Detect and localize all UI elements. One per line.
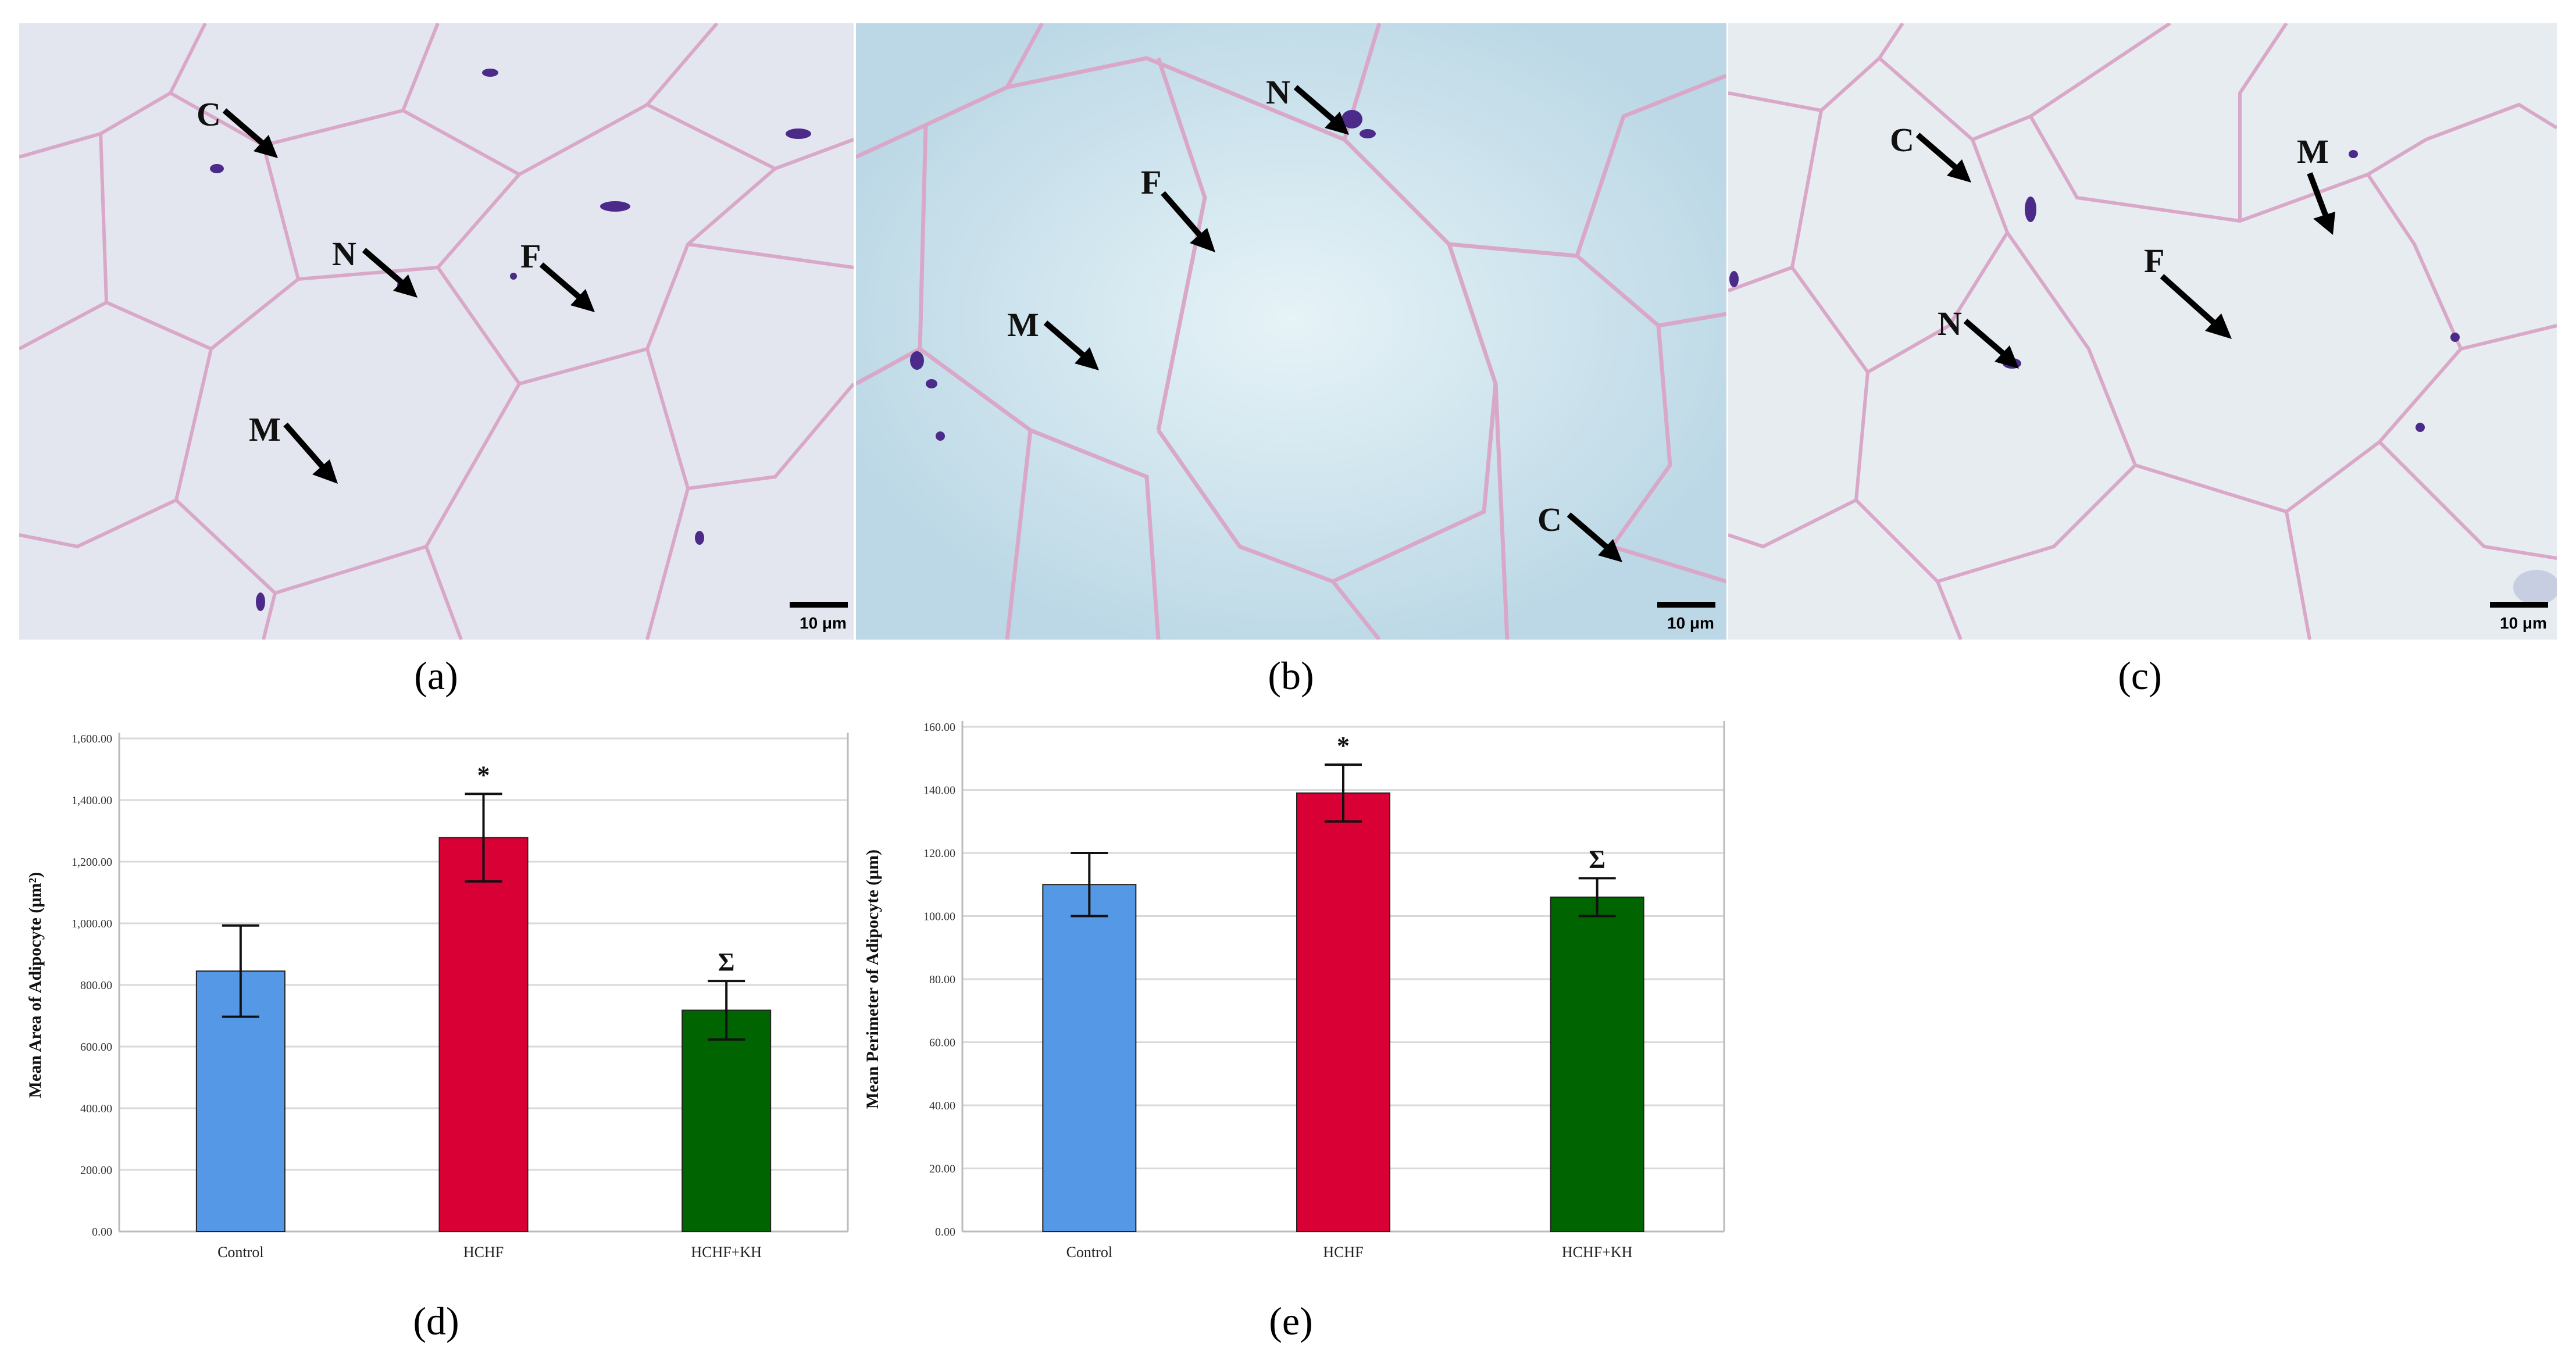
arrow-icon bbox=[1963, 319, 2019, 369]
label-F-b: F bbox=[1141, 163, 1162, 201]
y-tick-label: 600.00 bbox=[80, 1041, 112, 1054]
label-M-a: M bbox=[249, 411, 281, 448]
chart-d: 0.00 200.00 400.00 600.00 800.00 1,000.00 1,20… bbox=[23, 657, 861, 1268]
scale-bar bbox=[2490, 602, 2548, 608]
x-tick-label: Control bbox=[217, 1244, 263, 1261]
y-tick-label: 120.00 bbox=[923, 847, 955, 860]
y-tick-label: 1,200.00 bbox=[72, 856, 112, 869]
caption-a: (a) bbox=[414, 654, 458, 698]
micrograph-c: C M F N 10 μm bbox=[1728, 23, 2557, 640]
significance-marker: * bbox=[1337, 731, 1350, 760]
y-tick-label: 800.00 bbox=[80, 979, 112, 992]
scale-bar bbox=[1657, 602, 1715, 608]
bar bbox=[682, 1009, 772, 1233]
significance-marker: * bbox=[477, 761, 490, 789]
caption-d: (d) bbox=[413, 1299, 459, 1343]
y-tick-label: 80.00 bbox=[929, 973, 955, 986]
bar-chart-area: 0.00 200.00 400.00 600.00 800.00 1,000.00 1,20… bbox=[26, 733, 849, 1261]
y-tick-label: 1,400.00 bbox=[72, 794, 112, 807]
adipose-tissue-image-a bbox=[19, 23, 854, 640]
label-C-b: C bbox=[1537, 501, 1562, 538]
x-tick-label: HCHF+KH bbox=[691, 1244, 762, 1261]
bar bbox=[1296, 792, 1390, 1233]
arrow-icon bbox=[362, 248, 418, 298]
label-F-a: F bbox=[520, 237, 541, 275]
y-tick-label: 0.00 bbox=[935, 1226, 955, 1238]
x-tick-label: HCHF+KH bbox=[1562, 1244, 1633, 1261]
label-C-a: C bbox=[197, 95, 221, 133]
arrow-icon bbox=[1567, 512, 1622, 562]
arrow-icon bbox=[2307, 172, 2335, 235]
y-tick-label: 100.00 bbox=[923, 911, 955, 923]
scale-label: 10 μm bbox=[1667, 614, 1714, 632]
label-F-c: F bbox=[2144, 242, 2165, 280]
caption-e: (e) bbox=[1269, 1299, 1313, 1343]
label-M-c: M bbox=[2297, 133, 2329, 170]
label-N-b: N bbox=[1266, 73, 1290, 111]
x-tick-label: HCHF bbox=[463, 1244, 504, 1261]
arrow-icon bbox=[1043, 320, 1099, 370]
y-tick-label: 200.00 bbox=[80, 1164, 112, 1177]
label-N-c: N bbox=[1938, 305, 1962, 342]
bar bbox=[1550, 896, 1644, 1232]
arrow-icon bbox=[222, 108, 278, 158]
y-tick-label: 140.00 bbox=[923, 784, 955, 797]
y-axis-label: Mean Area of Adipocyte (μm²) bbox=[26, 872, 45, 1098]
scale-label: 10 μm bbox=[800, 614, 847, 632]
caption-c: (c) bbox=[2118, 654, 2162, 698]
y-tick-label: 60.00 bbox=[929, 1037, 955, 1050]
scale-bar bbox=[790, 602, 848, 608]
label-C-c: C bbox=[1890, 121, 1914, 159]
arrow-icon bbox=[283, 422, 338, 484]
significance-marker: Σ bbox=[1589, 845, 1605, 873]
caption-b: (b) bbox=[1268, 654, 1314, 698]
bar bbox=[1042, 884, 1137, 1232]
y-tick-label: 160.00 bbox=[923, 721, 955, 734]
arrow-icon bbox=[1161, 191, 1215, 252]
y-axis-label: Mean Perimeter of Adipocyte (μm) bbox=[863, 849, 882, 1109]
adipose-tissue-image-c bbox=[1728, 23, 2557, 640]
y-tick-label: 1,600.00 bbox=[72, 733, 112, 745]
significance-marker: Σ bbox=[718, 948, 735, 976]
y-tick-label: 400.00 bbox=[80, 1102, 112, 1115]
arrow-icon bbox=[1293, 85, 1349, 135]
x-tick-label: Control bbox=[1066, 1244, 1112, 1261]
arrow-icon bbox=[2160, 274, 2232, 339]
bar-chart-perimeter: 0.00 20.00 40.00 60.00 80.00 100.00 120.00 140.… bbox=[863, 721, 1725, 1261]
y-tick-label: 20.00 bbox=[929, 1163, 955, 1176]
y-tick-label: 1,000.00 bbox=[72, 918, 112, 930]
bar bbox=[438, 837, 529, 1233]
chart-e: 0.00 20.00 40.00 60.00 80.00 100.00 120.00 140.… bbox=[861, 657, 1733, 1268]
micrograph-a: C N F M 10 μm bbox=[19, 23, 854, 640]
y-tick-label: 40.00 bbox=[929, 1100, 955, 1112]
x-tick-label: HCHF bbox=[1323, 1244, 1363, 1261]
scale-label: 10 μm bbox=[2500, 614, 2547, 632]
arrow-icon bbox=[539, 262, 595, 312]
arrow-icon bbox=[1915, 133, 1971, 183]
y-tick-label: 0.00 bbox=[92, 1226, 112, 1238]
label-M-b: M bbox=[1007, 306, 1039, 344]
adipose-tissue-image-b bbox=[856, 23, 1726, 640]
micrograph-b: N F M C 10 μm bbox=[856, 23, 1726, 640]
label-N-a: N bbox=[332, 235, 356, 273]
